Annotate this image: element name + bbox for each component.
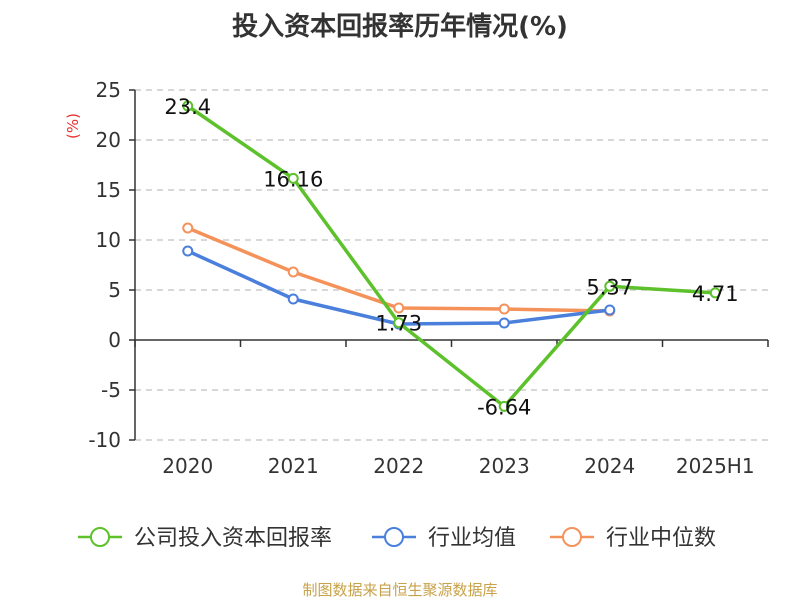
data-point	[604, 304, 616, 316]
legend-item: 行业均值	[372, 526, 516, 551]
data-point	[604, 280, 616, 292]
source-note: 制图数据来自恒生聚源数据库	[302, 581, 498, 599]
grid-lines	[135, 89, 768, 441]
legend-marker	[384, 527, 404, 547]
series-lines	[182, 100, 721, 412]
data-point	[287, 266, 299, 278]
y-tick-label: -5	[101, 378, 121, 402]
legend-label: 行业中位数	[606, 526, 716, 551]
y-tick-label: 10	[96, 228, 121, 252]
x-tick-label: 2023	[479, 454, 530, 478]
data-point	[498, 303, 510, 315]
x-tick-label: 2021	[268, 454, 319, 478]
x-tick-label: 2024	[584, 454, 635, 478]
legend-marker	[562, 527, 582, 547]
x-tick-label: 2022	[373, 454, 424, 478]
legend-label: 行业均值	[428, 526, 516, 551]
data-point	[498, 400, 510, 412]
legend-label: 公司投入资本回报率	[134, 526, 332, 551]
data-point	[287, 172, 299, 184]
x-tick-label: 2020	[162, 454, 213, 478]
legend-marker	[90, 527, 110, 547]
data-labels: 23.4 16.16 1.73 -6.64 5.37 4.71	[164, 95, 738, 419]
data-label: 5.37	[586, 275, 633, 299]
x-tick-label: 2025H1	[676, 454, 755, 478]
data-point	[393, 302, 405, 314]
data-point	[498, 317, 510, 329]
y-tick-label: 25	[96, 78, 121, 102]
legend-item: 公司投入资本回报率	[78, 526, 332, 551]
data-label: -6.64	[477, 395, 531, 419]
data-label: 16.16	[263, 167, 323, 191]
y-axis-label: (%)	[64, 113, 82, 139]
chart-title: 投入资本回报率历年情况(%)	[232, 12, 568, 42]
y-tick-label: 0	[108, 328, 121, 352]
legend-item: 行业中位数	[550, 526, 716, 551]
data-point	[182, 245, 194, 257]
y-tick-label: 5	[108, 278, 121, 302]
data-point	[393, 317, 405, 329]
y-tick-label: 15	[96, 178, 121, 202]
data-label: 4.71	[692, 282, 739, 306]
data-point	[709, 287, 721, 299]
y-tick-label: 20	[96, 128, 121, 152]
data-label: 1.73	[375, 312, 422, 336]
series-line	[186, 104, 716, 409]
legend: 公司投入资本回报率 行业均值 行业中位数	[78, 526, 716, 551]
data-point	[182, 222, 194, 234]
data-point	[182, 100, 194, 112]
data-point	[287, 293, 299, 305]
y-tick-label: -10	[88, 428, 121, 452]
data-label: 23.4	[164, 95, 211, 119]
axes: 25 20 15 10 5 0 -5 -10 2020 2021 2022 2023 2024 2025H…	[64, 78, 769, 478]
